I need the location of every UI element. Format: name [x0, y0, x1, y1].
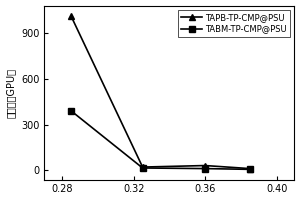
Line: TABM-TP-CMP@PSU: TABM-TP-CMP@PSU	[68, 108, 253, 172]
TAPB-TP-CMP@PSU	[141, 166, 144, 168]
TABM-TP-CMP@PSU	[69, 110, 73, 112]
TAPB-TP-CMP@PSU	[69, 15, 73, 17]
TABM-TP-CMP@PSU	[141, 167, 144, 169]
TAPB-TP-CMP@PSU	[248, 167, 252, 170]
Legend: TAPB-TP-CMP@PSU, TABM-TP-CMP@PSU: TAPB-TP-CMP@PSU, TABM-TP-CMP@PSU	[178, 10, 290, 37]
TAPB-TP-CMP@PSU	[203, 164, 207, 167]
TABM-TP-CMP@PSU	[248, 168, 252, 171]
Y-axis label: 滲透率（GPU）: 滲透率（GPU）	[6, 68, 16, 118]
Line: TAPB-TP-CMP@PSU: TAPB-TP-CMP@PSU	[68, 13, 253, 172]
TABM-TP-CMP@PSU	[203, 167, 207, 170]
